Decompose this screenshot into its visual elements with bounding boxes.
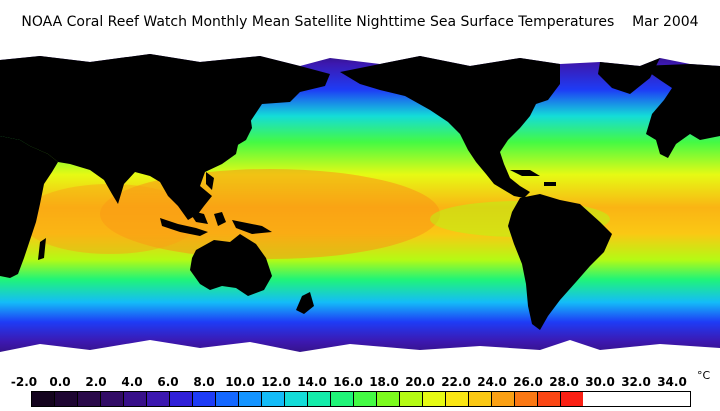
legend-swatch [100,391,123,407]
legend-swatch [77,391,100,407]
legend-tick-label: 10.0 [225,375,255,389]
legend-tick-label: 12.0 [261,375,291,389]
legend-tick-labels: -2.0 0.0 2.0 4.0 6.0 8.0 10.0 12.0 14.0 16.0 18.0 2… [0,375,720,389]
legend-tick-label: 18.0 [369,375,399,389]
legend-swatch [192,391,215,407]
eurasia-landmass [0,54,330,220]
legend-swatch [491,391,514,407]
australia-landmass [190,234,272,296]
legend-swatch [514,391,537,407]
color-scale-bar [31,391,583,407]
legend-swatch [422,391,445,407]
legend-swatch [376,391,399,407]
legend-swatch [54,391,77,407]
legend-unit: °C [697,369,711,382]
legend-swatch [284,391,307,407]
legend-swatch [537,391,560,407]
legend-tick-label: 34.0 [657,375,687,389]
legend-tick-label: 14.0 [297,375,327,389]
legend-tick-label: -2.0 [10,375,38,389]
legend-tick-label: 0.0 [49,375,71,389]
legend-tick-label: 20.0 [405,375,435,389]
caribbean-islands [510,170,556,186]
legend-tick-label: 28.0 [549,375,579,389]
sea-surface-temperature-map [0,44,720,371]
africa-landmass [0,136,58,278]
legend-swatch [169,391,192,407]
legend-tick-label: 32.0 [621,375,651,389]
legend-swatch [560,391,583,407]
legend-swatch [31,391,54,407]
north-america-landmass [340,56,560,198]
madagascar [38,238,46,260]
legend-swatch [238,391,261,407]
legend-swatch [215,391,238,407]
legend-swatch [399,391,422,407]
legend-tick-label: 6.0 [157,375,179,389]
legend-swatch [330,391,353,407]
legend-swatch [123,391,146,407]
legend-tick-label: 26.0 [513,375,543,389]
legend-swatch [468,391,491,407]
japan [232,114,252,146]
south-america-landmass [508,194,612,330]
legend-tick-label: 30.0 [585,375,615,389]
indian-ocean-warm [20,184,200,254]
indonesia [160,172,272,236]
europe-landmass [640,64,720,158]
legend-tick-label: 4.0 [121,375,143,389]
map-title: NOAA Coral Reef Watch Monthly Mean Satel… [21,14,699,30]
legend-swatch [146,391,169,407]
temperature-legend: -2.0 0.0 2.0 4.0 6.0 8.0 10.0 12.0 14.0 16.0 18.0 2… [0,369,720,411]
legend-swatch [353,391,376,407]
legend-tick-label: 24.0 [477,375,507,389]
legend-tick-label: 16.0 [333,375,363,389]
legend-tick-label: 2.0 [85,375,107,389]
legend-tick-label: 8.0 [193,375,215,389]
legend-swatch [445,391,468,407]
legend-swatch [307,391,330,407]
antarctic-ice [0,340,720,371]
new-zealand [296,292,314,314]
legend-swatch [261,391,284,407]
arctic-ice [0,44,720,66]
legend-tick-label: 22.0 [441,375,471,389]
